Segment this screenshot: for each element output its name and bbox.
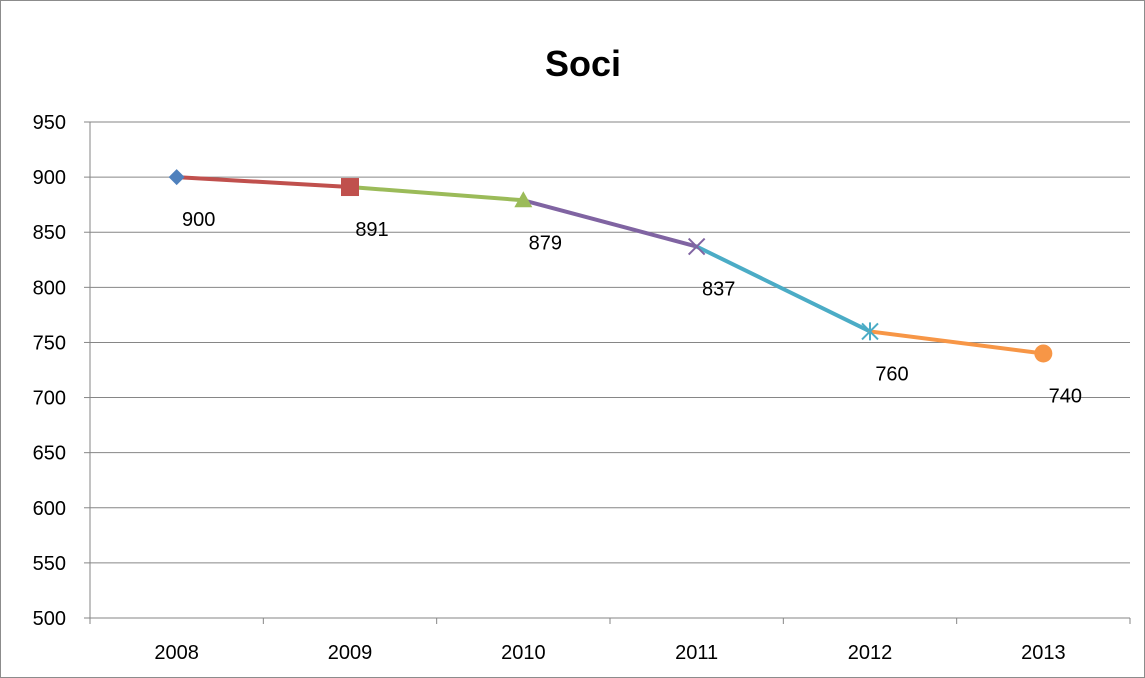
gridlines (90, 121, 1130, 564)
chart-title: Soci (545, 43, 621, 84)
y-tick-label: 700 (33, 388, 66, 410)
y-tick-label: 950 (33, 112, 66, 134)
line-segment (348, 185, 526, 203)
y-tick-label: 900 (33, 167, 66, 189)
series-markers (168, 169, 1053, 363)
data-label: 900 (182, 209, 215, 231)
x-axis-ticks: 2008 2009 2010 2011 2012 2013 (89, 618, 1131, 664)
y-tick-label: 600 (33, 498, 66, 520)
data-label: 891 (355, 219, 388, 241)
y-tick-label: 550 (33, 553, 66, 575)
data-label: 740 (1049, 385, 1082, 407)
line-segment (868, 329, 1046, 356)
line-segment (694, 244, 872, 334)
data-point-marker (341, 178, 359, 197)
x-tick-label: 2008 (154, 642, 199, 664)
line-segment (174, 175, 352, 190)
data-point-marker (514, 191, 533, 208)
x-tick-label: 2011 (675, 642, 718, 664)
line-segment (521, 198, 699, 249)
y-tick-label: 500 (33, 608, 66, 630)
data-point-marker (168, 169, 185, 186)
x-tick-label: 2010 (501, 642, 546, 664)
x-tick-label: 2012 (848, 642, 893, 664)
data-label: 760 (875, 363, 908, 385)
y-tick-label: 750 (33, 332, 66, 354)
y-tick-label: 850 (33, 222, 66, 244)
x-tick-label: 2009 (328, 642, 373, 664)
x-tick-label: 2013 (1021, 642, 1066, 664)
y-axis-ticks: 500 550 600 650 700 750 800 850 900 950 (33, 112, 90, 630)
data-label: 837 (702, 279, 735, 301)
y-tick-label: 650 (33, 443, 66, 465)
data-point-marker (861, 322, 879, 341)
data-point-marker (687, 237, 706, 256)
data-labels: 900 891 879 837 760 740 (182, 209, 1082, 407)
axes (89, 122, 1130, 619)
data-label: 879 (529, 232, 562, 254)
data-point-marker (1034, 344, 1053, 363)
series-lines (174, 175, 1046, 356)
y-tick-label: 800 (33, 277, 66, 299)
